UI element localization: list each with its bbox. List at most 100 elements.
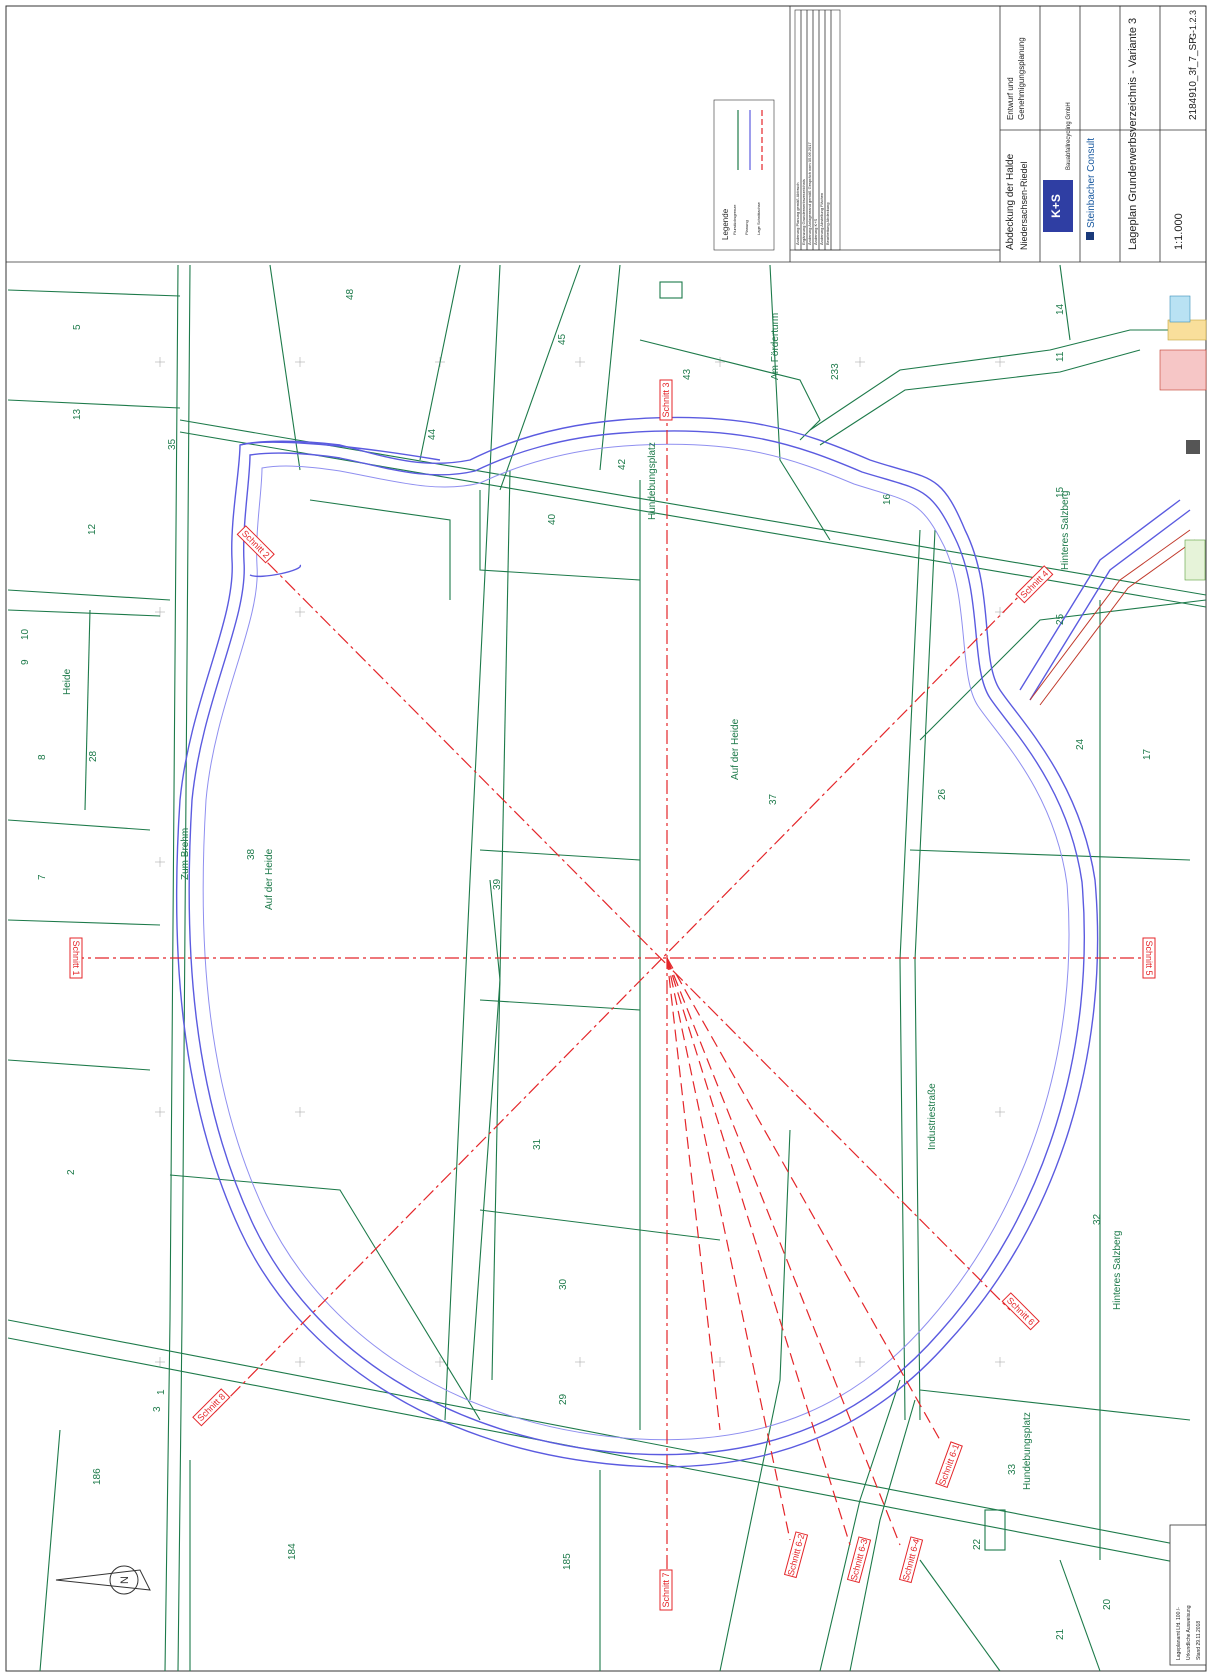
- section-label-1: Schnitt 1: [69, 937, 83, 979]
- legend-item-section: Lage Schnittachse: [756, 201, 761, 235]
- section-label-8: Schnitt 8: [192, 1388, 231, 1427]
- ks-logo: K+S: [1043, 180, 1073, 232]
- sheet-frame: [5, 5, 1207, 1672]
- parcel-number: 39: [492, 878, 503, 890]
- field-name-heide: Heide: [62, 668, 73, 695]
- section-label-6-2: Schnitt 6-2: [783, 1531, 809, 1579]
- svg-text:Schnitt 6-3: Schnitt 6-3: [849, 1538, 870, 1582]
- svg-text:Schnitt 8: Schnitt 8: [195, 1391, 227, 1423]
- revision-5: Änderung Abstellung Flächen: [819, 193, 824, 245]
- area-yellow: [1167, 319, 1207, 341]
- plan-scale: 1:1.000: [1173, 213, 1185, 250]
- stamp-line-1: Lageplanamt Lfd. 100 /-: [1176, 1607, 1182, 1660]
- section-label-5: Schnitt 5: [1142, 937, 1156, 979]
- field-name-industriestrasse: Industriestraße: [927, 1083, 938, 1150]
- north-label: N: [119, 1576, 131, 1584]
- parcel-number: 44: [427, 428, 438, 440]
- field-names: Auf der Heide Auf der Heide Hinteres Sal…: [62, 313, 1123, 1490]
- revision-table: Änderung Planung gemäß Abbruch Ergänzung…: [794, 9, 841, 251]
- parcel-number: 8: [37, 754, 48, 760]
- coordinate-grid: [155, 357, 1005, 1367]
- parcel-number: 14: [1055, 303, 1066, 315]
- section-label-2: Schnitt 2: [236, 525, 275, 564]
- company-subtitle: Bauabfallrecycling GmbH: [1066, 102, 1072, 170]
- legend-item-plan: Planung: [744, 220, 749, 235]
- parcel-number: 31: [532, 1138, 543, 1150]
- field-name-hundebungsplatz-1: Hundebungsplatz: [647, 442, 658, 520]
- section-label-3: Schnitt 3: [659, 379, 673, 421]
- parcel-number: 5: [72, 324, 83, 330]
- parcel-number: 11: [1055, 351, 1066, 362]
- building-marker: [1186, 440, 1200, 454]
- parcel-number: 16: [882, 493, 893, 505]
- field-name-am-foerderturm: Am Förderturm: [770, 313, 781, 380]
- section-label-6-4: Schnitt 6-4: [898, 1536, 924, 1584]
- section-line-2-6: [249, 544, 1011, 1311]
- parcel-number: 186: [92, 1468, 103, 1485]
- section-fan-4: [666, 957, 941, 1441]
- planner-name: Steinbacher Consult: [1086, 138, 1097, 228]
- section-fan-3: [666, 957, 901, 1546]
- parcel-number: 17: [1142, 748, 1153, 760]
- parcel-number: 3: [152, 1406, 163, 1412]
- sheet-number: G-1.2.3: [1188, 10, 1198, 40]
- parcel-number: 33: [1007, 1463, 1018, 1475]
- permit-title: Genehmigungsplanung: [1017, 37, 1026, 120]
- revision-1: Änderung Planung gemäß Abbruch: [795, 183, 800, 246]
- project-location: Niedersachsen-Riedel: [1019, 161, 1029, 250]
- parcel-number: 2: [66, 1169, 77, 1175]
- svg-text:Schnitt 5: Schnitt 5: [1144, 940, 1154, 975]
- parcel-number: 9: [20, 659, 31, 665]
- parcel-number: 25: [1055, 613, 1066, 625]
- halde-outline: [175, 416, 1191, 1468]
- parcel-number: 28: [88, 750, 99, 762]
- north-arrow-icon: N: [55, 1565, 151, 1595]
- area-green: [1184, 539, 1206, 581]
- parcel-number: 21: [1055, 1628, 1066, 1640]
- parcel-number: 42: [617, 458, 628, 470]
- parcel-number: 15: [1055, 486, 1066, 498]
- parcel-number: 12: [87, 523, 98, 535]
- parcel-number: 30: [558, 1278, 569, 1290]
- plan-title: Lageplan Grunderwerbsverzeichnis - Varia…: [1127, 18, 1139, 250]
- field-name-hundebungsplatz-2: Hundebungsplatz: [1022, 1412, 1033, 1490]
- section-fan-2: [666, 957, 851, 1546]
- parcel-number: 40: [547, 513, 558, 525]
- parcel-number: 24: [1075, 738, 1086, 750]
- legend-title: Legende: [721, 208, 730, 240]
- parcel-number: 20: [1102, 1598, 1113, 1610]
- section-fan-5: [666, 957, 721, 1431]
- field-name-hinteres-salzberg-1: Hinteres Salzberg: [1060, 491, 1071, 570]
- revision-2: Ergänzung Grunderwerbsverzeichnis: [801, 179, 806, 245]
- svg-text:Schnitt 3: Schnitt 3: [661, 382, 671, 417]
- parcel-number: 43: [682, 368, 693, 380]
- parcel-number: 26: [937, 788, 948, 800]
- area-red: [1159, 349, 1207, 391]
- parcel-number: 37: [768, 793, 779, 805]
- revision-3: Änderung Anlagenrand gemäß Gespräch vom …: [807, 141, 812, 245]
- area-blue: [1169, 295, 1191, 323]
- parcel-number: 13: [72, 408, 83, 420]
- stamp-line-2: Urkundliche Ausweisung: [1186, 1605, 1192, 1660]
- revision-6: Bearbeitung Abdeckung: [825, 203, 830, 245]
- revision-4: Änderung K+S: [813, 219, 818, 245]
- field-name-auf-der-heide-2: Auf der Heide: [730, 718, 741, 780]
- section-fan-1: [666, 957, 791, 1541]
- stamp-line-3: Stand 29.11.2018: [1196, 1621, 1202, 1660]
- legend-item-parcel: Flurstücksgrenze: [732, 204, 737, 235]
- svg-text:Schnitt 6: Schnitt 6: [1005, 1295, 1037, 1327]
- section-label-4: Schnitt 4: [1015, 565, 1054, 604]
- legend: Legende Flurstücksgrenze Planung Lage Sc…: [713, 99, 775, 251]
- parcel-number: 29: [558, 1393, 569, 1405]
- svg-text:Schnitt 7: Schnitt 7: [661, 1572, 671, 1607]
- svg-text:Schnitt 1: Schnitt 1: [71, 940, 81, 975]
- parcel-number: 10: [20, 628, 31, 640]
- section-label-6: Schnitt 6: [1001, 1292, 1040, 1331]
- field-name-auf-der-heide-1: Auf der Heide: [264, 848, 275, 910]
- drawing-number: 2184910_3f_7_SP: [1188, 37, 1199, 120]
- parcel-number: 185: [562, 1553, 573, 1570]
- svg-text:Schnitt 6-4: Schnitt 6-4: [901, 1538, 922, 1582]
- permit-status: Entwurf und: [1006, 77, 1015, 120]
